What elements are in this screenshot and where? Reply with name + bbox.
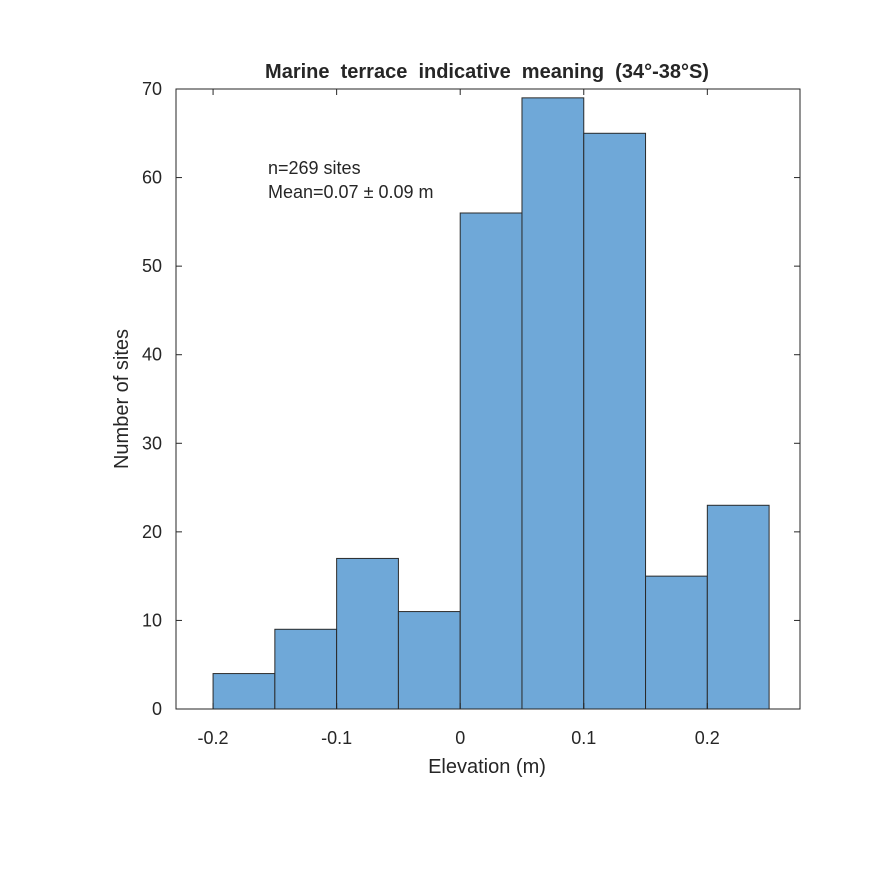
y-axis-label: Number of sites (111, 329, 133, 469)
y-tick-label: 10 (142, 610, 162, 630)
y-tick-label: 50 (142, 256, 162, 276)
histogram-bar (336, 557, 399, 710)
x-axis-label: Elevation (m) (428, 756, 546, 778)
histogram-bar (521, 97, 585, 710)
x-tick-label: -0.2 (198, 728, 229, 748)
histogram-bar (397, 611, 461, 710)
histogram-bar (706, 504, 770, 710)
y-tick-label: 70 (142, 79, 162, 99)
annotation-sample-size: n=269 sites (268, 158, 361, 178)
y-tick-label: 40 (142, 345, 162, 365)
y-tick-label: 20 (142, 522, 162, 542)
chart-title: Marine terrace indicative meaning (34°-3… (265, 61, 709, 83)
histogram-bar (583, 132, 647, 710)
histogram-bar (274, 628, 338, 710)
x-tick-label: 0 (455, 728, 465, 748)
y-tick-label: 60 (142, 168, 162, 188)
x-tick-label: 0.1 (571, 728, 596, 748)
ticks-group: -0.2 -0.1 0 0.1 0.2 0 10 20 30 40 50 60 70 (142, 79, 800, 748)
y-tick-label: 0 (152, 699, 162, 719)
histogram-bar (212, 673, 276, 710)
x-tick-label: -0.1 (321, 728, 352, 748)
x-tick-label: 0.2 (695, 728, 720, 748)
annotation-mean: Mean=0.07 ± 0.09 m (268, 182, 433, 202)
histogram-bar (459, 212, 523, 710)
axes-box (175, 88, 801, 710)
y-tick-label: 30 (142, 433, 162, 453)
bars-group (212, 97, 770, 710)
histogram-bar (645, 575, 708, 710)
